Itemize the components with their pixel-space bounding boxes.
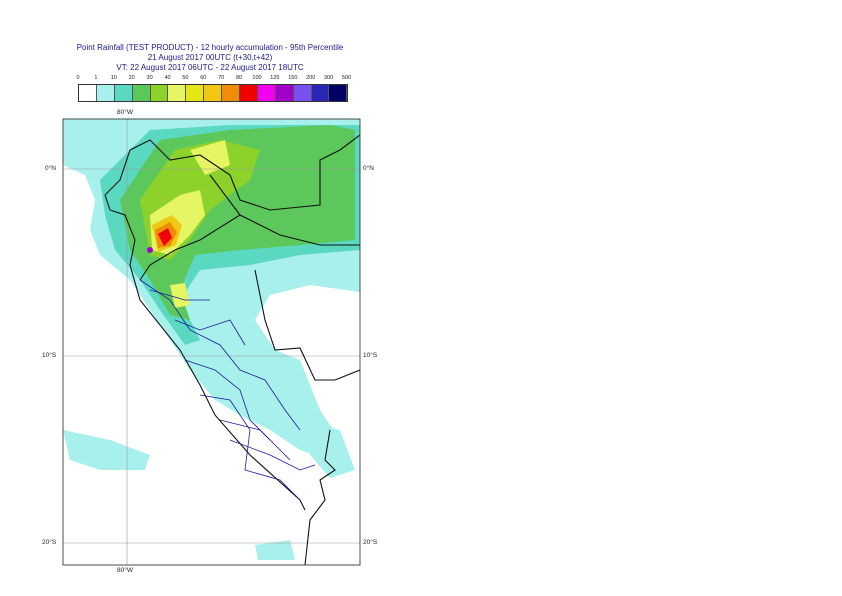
legend-swatch: [150, 85, 169, 101]
base-time: 21 August 2017 00UTC (t+30,t+42): [147, 53, 273, 62]
legend-tick-label: 150: [288, 75, 298, 81]
lat-label-20-right: 20°S: [363, 539, 378, 546]
legend-colorbar: [78, 84, 349, 102]
rain-80mm: [158, 228, 172, 246]
legend-swatch: [96, 85, 115, 101]
legend-tick-label: 300: [324, 75, 334, 81]
legend-swatch: [311, 85, 330, 101]
legend-swatch: [240, 85, 258, 101]
legend-swatch: [275, 85, 294, 101]
legend-swatch: [79, 85, 97, 101]
legend-tick-label: 70: [218, 75, 225, 81]
lat-label-0-right: 0°N: [363, 165, 374, 172]
rainfall-field: [63, 119, 360, 560]
regional-borders: [139, 279, 316, 501]
lat-label-10-left: 10°S: [42, 352, 57, 359]
legend-tick-label: 125: [270, 75, 280, 81]
legend-tick-label: 10: [110, 75, 117, 81]
map-title: Point Rainfall (TEST PRODUCT) - 12 hourl…: [76, 43, 344, 52]
legend-swatch: [186, 85, 205, 101]
legend-swatch: [257, 85, 276, 101]
legend-tick-label: 100: [252, 75, 262, 81]
rain-1mm-south: [63, 430, 150, 470]
rain-125mm: [147, 247, 153, 253]
legend-swatch: [222, 85, 241, 101]
legend-tick-label: 20: [128, 75, 135, 81]
lat-label-0-left: 0°N: [45, 165, 56, 172]
legend-tick-label: 1: [94, 75, 98, 81]
legend-tick-label: 80: [236, 75, 243, 81]
legend-swatch: [114, 85, 133, 101]
lat-label-10-right: 10°S: [363, 352, 378, 359]
rain-1mm-bottom: [255, 540, 295, 560]
valid-time: VT: 22 August 2017 06UTC - 22 August 201…: [116, 63, 304, 72]
lon-label-bottom: 80°W: [117, 567, 133, 574]
graticule: [63, 119, 360, 565]
lon-label-top: 80°W: [117, 109, 133, 116]
national-borders: [104, 134, 360, 565]
legend-tick-label: 60: [200, 75, 207, 81]
legend-swatch: [329, 85, 348, 101]
rain-1mm-southeast: [300, 420, 355, 478]
legend-tick-label: 50: [182, 75, 189, 81]
legend-swatch: [168, 85, 187, 101]
legend-swatch: [293, 85, 312, 101]
legend-swatch: [132, 85, 151, 101]
legend-swatch: [204, 85, 223, 101]
legend-tick-label: 30: [146, 75, 153, 81]
rain-40mm-north: [190, 140, 230, 175]
legend-tick-label: 200: [306, 75, 316, 81]
lat-label-20-left: 20°S: [42, 539, 57, 546]
legend-tick-label: 500: [341, 75, 352, 81]
legend-tick-label: 40: [164, 75, 171, 81]
map-frame: [62, 118, 361, 566]
rain-40mm-south: [170, 283, 190, 308]
legend-tick-label: 0: [76, 75, 80, 81]
